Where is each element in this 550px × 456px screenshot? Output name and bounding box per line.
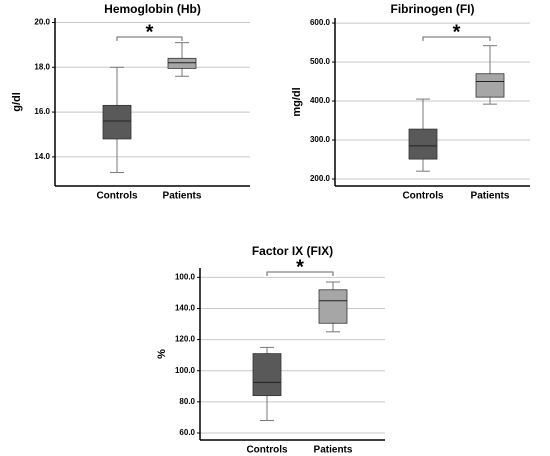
- significance-bracket: [266, 271, 334, 276]
- y-tick-label: 300.0: [310, 135, 331, 144]
- y-tick-label: 200.0: [310, 174, 331, 183]
- y-tick-label: 60.0: [179, 428, 195, 437]
- chart-title: Factor IX (FIX): [252, 244, 333, 258]
- y-tick-label: 20.0: [34, 18, 50, 27]
- box: [475, 73, 505, 98]
- x-tick-label: Patients: [314, 445, 353, 456]
- y-tick-label: 100.0: [175, 272, 196, 281]
- significance-mark: *: [296, 256, 304, 278]
- y-tick-label: 400.0: [310, 96, 331, 105]
- significance-bracket: [422, 36, 491, 41]
- y-tick-label: 120.0: [175, 335, 196, 344]
- significance-mark: *: [146, 21, 154, 43]
- y-tick-label: 100.0: [175, 366, 196, 375]
- chart-title: Fibrinogen (FI): [391, 2, 475, 16]
- box: [167, 57, 197, 69]
- significance-bracket: [116, 36, 183, 41]
- y-axis-label: g/dl: [11, 92, 23, 112]
- y-axis-label: mg/dl: [291, 87, 303, 116]
- y-tick-label: 14.0: [34, 152, 50, 161]
- y-tick-label: 18.0: [34, 62, 50, 71]
- box: [252, 353, 282, 397]
- y-tick-label: 16.0: [34, 107, 50, 116]
- x-tick-label: Patients: [471, 191, 510, 202]
- box: [408, 128, 438, 160]
- box: [102, 104, 132, 140]
- significance-mark: *: [453, 21, 461, 43]
- x-tick-label: Controls: [402, 191, 444, 202]
- y-tick-label: 140.0: [175, 304, 196, 313]
- y-tick-label: 80.0: [179, 397, 195, 406]
- x-tick-label: Controls: [246, 445, 288, 456]
- box: [318, 289, 348, 324]
- y-tick-label: 600.0: [310, 18, 331, 27]
- chart-title: Hemoglobin (Hb): [104, 2, 201, 16]
- x-tick-label: Patients: [163, 191, 202, 202]
- y-axis-label: %: [156, 349, 168, 359]
- x-tick-label: Controls: [96, 191, 138, 202]
- y-tick-label: 500.0: [310, 57, 331, 66]
